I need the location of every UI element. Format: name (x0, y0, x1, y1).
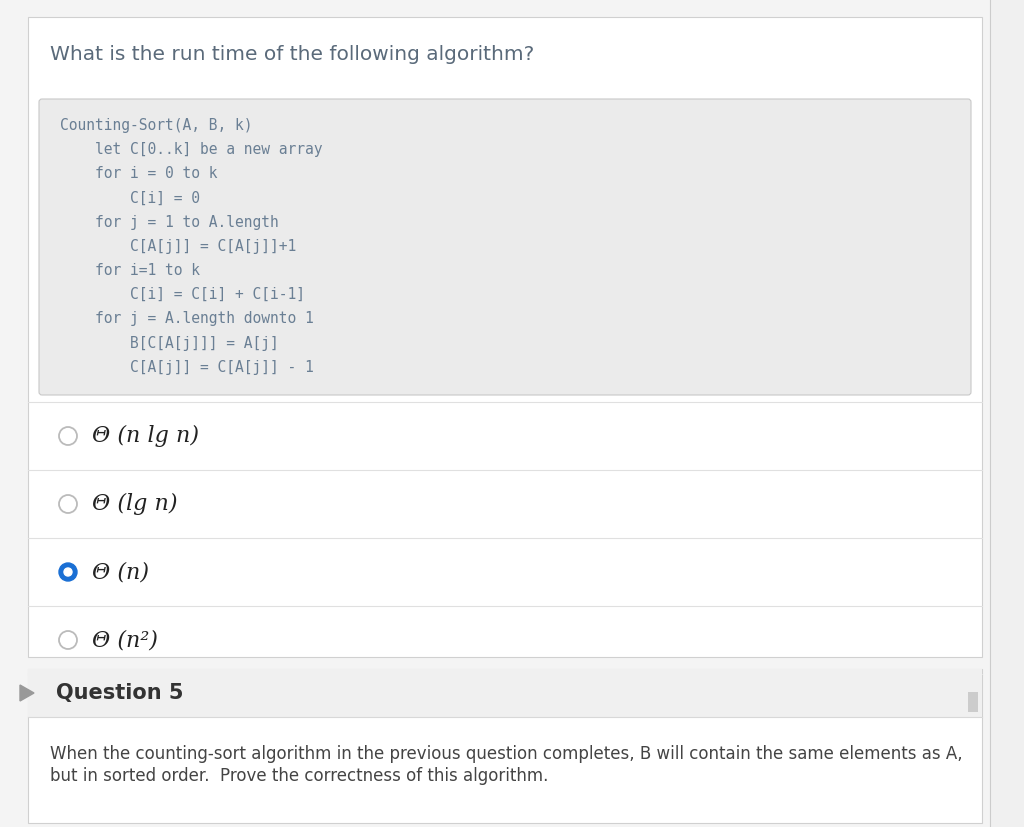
Text: Θ (lg n): Θ (lg n) (92, 493, 177, 515)
Bar (968, 692, 978, 712)
Bar (990, 0, 1024, 827)
Text: What is the run time of the following algorithm?: What is the run time of the following al… (50, 45, 535, 64)
Bar (28, 669, 982, 717)
Polygon shape (20, 685, 34, 701)
Circle shape (59, 563, 77, 581)
Text: C[i] = 0: C[i] = 0 (60, 190, 200, 206)
Text: When the counting-sort algorithm in the previous question completes, B will cont: When the counting-sort algorithm in the … (50, 745, 963, 763)
Bar (28, 669, 982, 823)
Text: for j = A.length downto 1: for j = A.length downto 1 (60, 312, 313, 327)
Text: C[A[j]] = C[A[j]]+1: C[A[j]] = C[A[j]]+1 (60, 239, 296, 254)
Text: for i=1 to k: for i=1 to k (60, 263, 200, 278)
Text: C[i] = C[i] + C[i-1]: C[i] = C[i] + C[i-1] (60, 287, 305, 303)
Text: B[C[A[j]]] = A[j]: B[C[A[j]]] = A[j] (60, 336, 279, 351)
Text: C[A[j]] = C[A[j]] - 1: C[A[j]] = C[A[j]] - 1 (60, 360, 313, 375)
Circle shape (63, 568, 72, 576)
Text: Question 5: Question 5 (56, 683, 183, 703)
Text: for i = 0 to k: for i = 0 to k (60, 166, 217, 181)
Text: Θ (n): Θ (n) (92, 561, 150, 583)
Text: Θ (n²): Θ (n²) (92, 629, 158, 651)
Bar (28, 17, 982, 657)
FancyBboxPatch shape (39, 99, 971, 395)
Text: but in sorted order.  Prove the correctness of this algorithm.: but in sorted order. Prove the correctne… (50, 767, 549, 785)
Text: let C[0..k] be a new array: let C[0..k] be a new array (60, 142, 323, 157)
Text: for j = 1 to A.length: for j = 1 to A.length (60, 215, 279, 230)
Text: Counting-Sort(A, B, k): Counting-Sort(A, B, k) (60, 118, 253, 133)
Text: Θ (n lg n): Θ (n lg n) (92, 425, 199, 447)
